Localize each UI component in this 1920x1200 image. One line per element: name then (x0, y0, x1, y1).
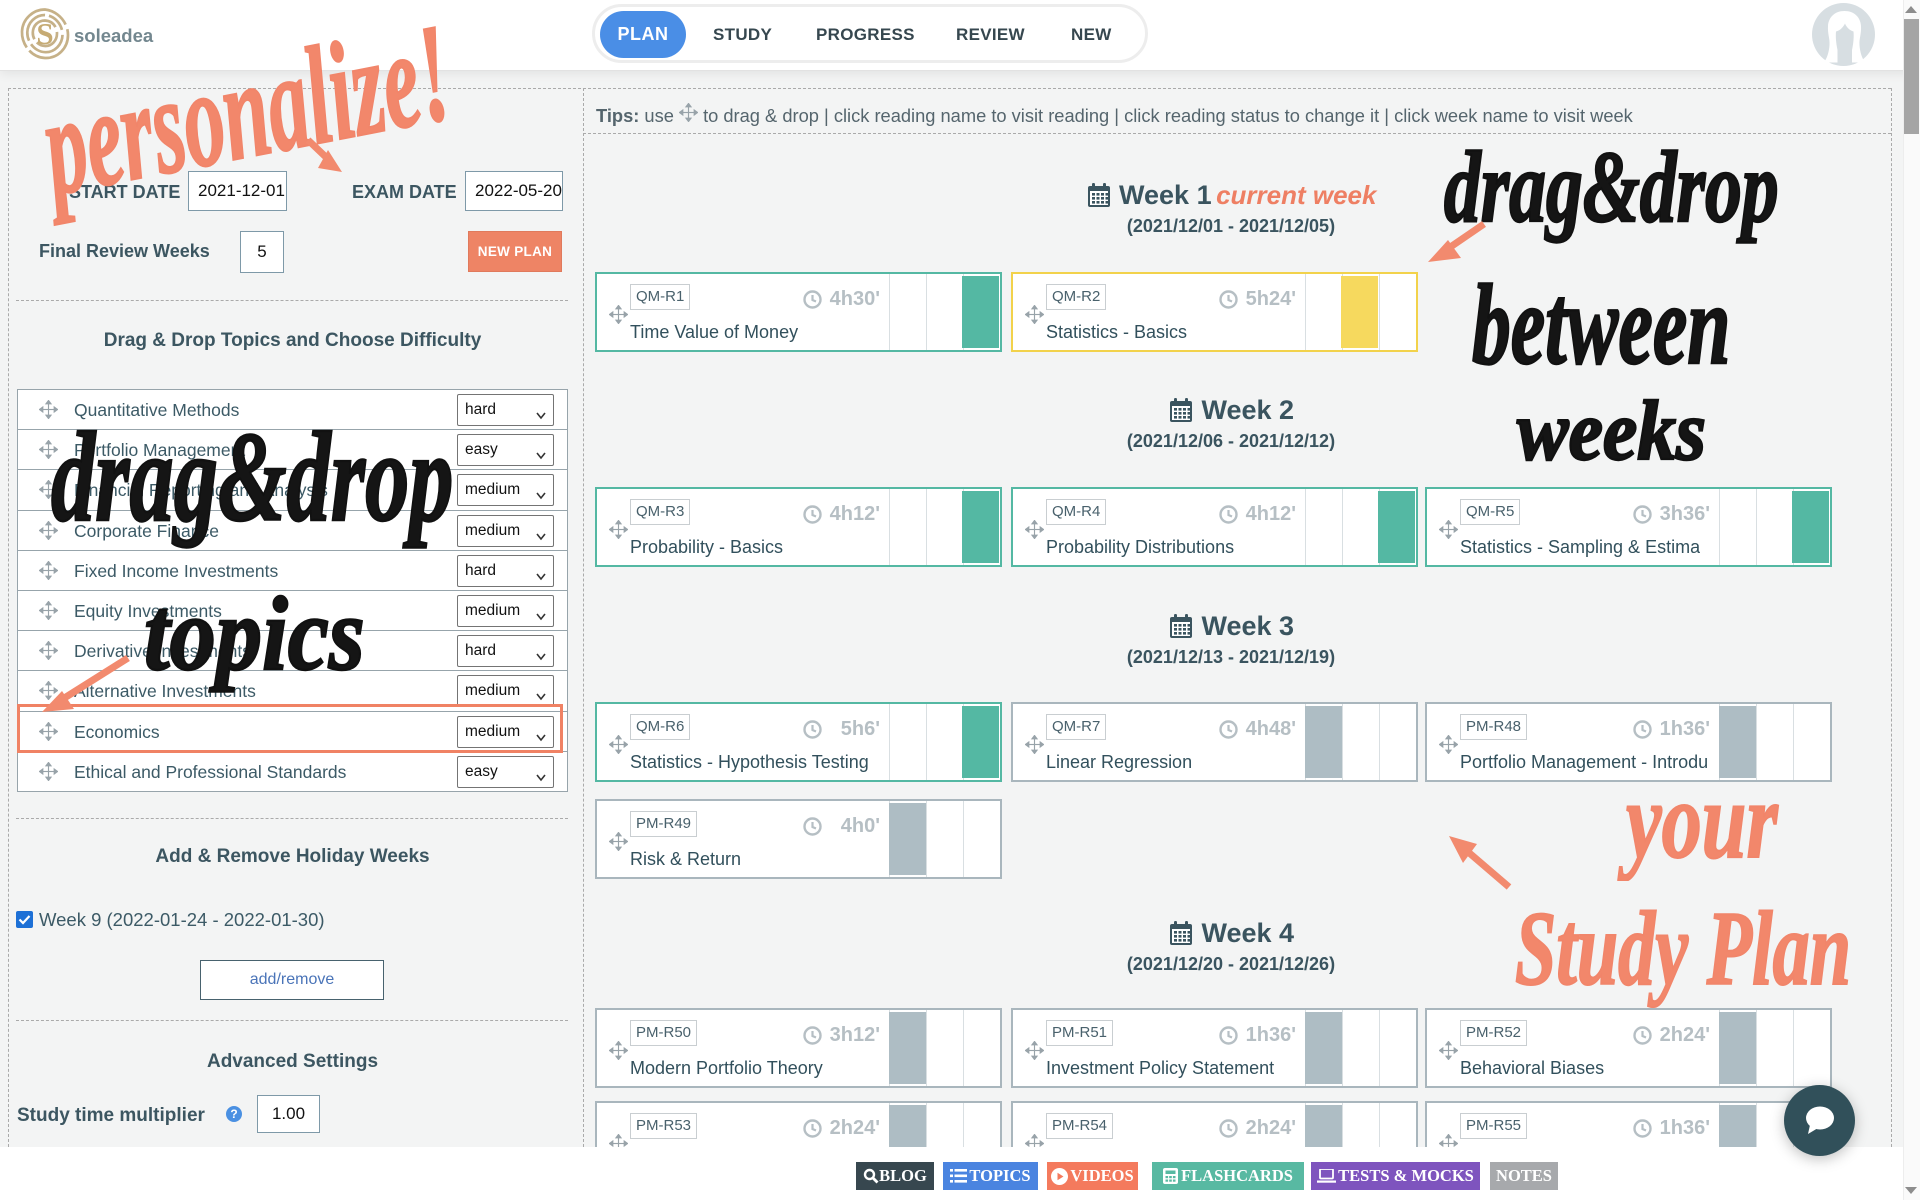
svg-text:S: S (36, 16, 53, 51)
